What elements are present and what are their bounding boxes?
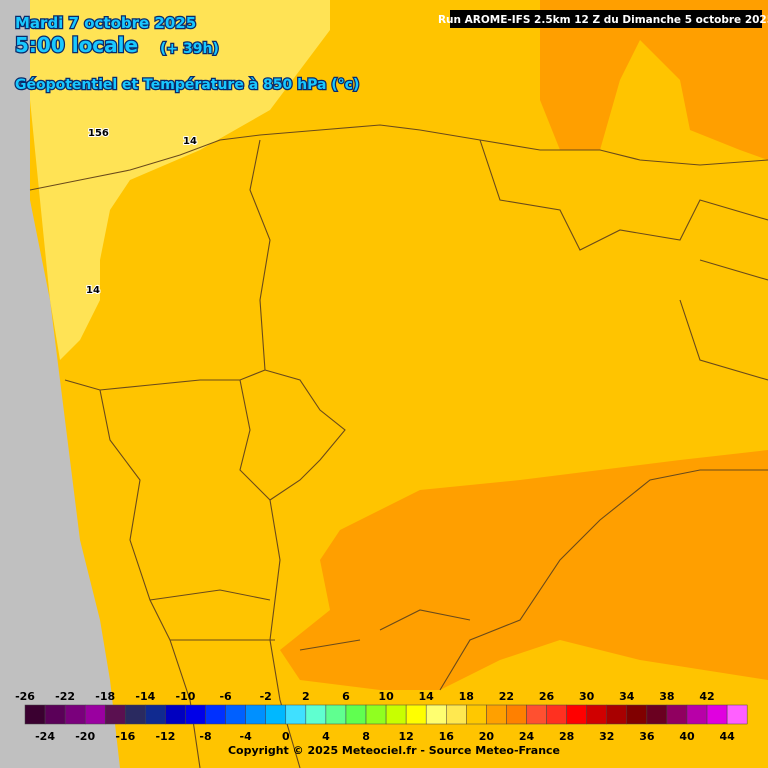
border bbox=[239, 379, 301, 768]
legend-label: 0 bbox=[282, 730, 290, 743]
legend-swatch bbox=[726, 704, 748, 725]
legend-label: -24 bbox=[35, 730, 55, 743]
border bbox=[149, 589, 275, 641]
contour-label: 14 bbox=[86, 285, 100, 296]
legend-swatch bbox=[145, 704, 166, 725]
date: Mardi 7 octobre 2025 bbox=[15, 14, 196, 32]
legend-label: 22 bbox=[499, 690, 514, 703]
run-box bbox=[450, 10, 762, 28]
legend-label: -8 bbox=[199, 730, 211, 743]
border bbox=[99, 389, 201, 768]
border bbox=[264, 369, 346, 501]
legend-swatch bbox=[24, 704, 46, 725]
legend-label: 14 bbox=[419, 690, 435, 703]
legend-swatch bbox=[666, 704, 688, 725]
legend-swatch bbox=[706, 704, 728, 725]
cool-area bbox=[0, 0, 330, 360]
legend-label: -12 bbox=[155, 730, 175, 743]
legend-label: 4 bbox=[322, 730, 330, 743]
border bbox=[64, 139, 271, 391]
legend-label: 28 bbox=[559, 730, 574, 743]
legend-swatch bbox=[526, 704, 547, 725]
legend-label: 42 bbox=[699, 690, 714, 703]
border bbox=[439, 469, 768, 691]
legend-swatch bbox=[405, 704, 427, 725]
legend-swatch bbox=[44, 704, 66, 725]
legend: -26-24-22-20-18-16-14-12-10-8-6-4-202468… bbox=[15, 690, 748, 743]
legend-swatch bbox=[285, 704, 307, 725]
legend-swatch bbox=[626, 704, 648, 725]
legend-label: 16 bbox=[439, 730, 455, 743]
legend-label: -22 bbox=[55, 690, 75, 703]
legend-label: 32 bbox=[599, 730, 614, 743]
legend-swatch bbox=[64, 704, 86, 725]
legend-label: 40 bbox=[679, 730, 695, 743]
legend-swatch bbox=[506, 704, 527, 725]
legend-label: 12 bbox=[398, 730, 413, 743]
legend-label: 38 bbox=[659, 690, 674, 703]
legend-swatch bbox=[425, 704, 447, 725]
legend-swatch bbox=[446, 704, 467, 725]
legend-label: 34 bbox=[619, 690, 635, 703]
legend-label: 20 bbox=[479, 730, 495, 743]
legend-swatch bbox=[466, 704, 487, 725]
legend-label: 30 bbox=[579, 690, 595, 703]
legend-label: -26 bbox=[15, 690, 35, 703]
legend-swatch bbox=[185, 704, 206, 725]
ocean bbox=[0, 0, 120, 768]
legend-label: -14 bbox=[135, 690, 155, 703]
legend-label: -4 bbox=[240, 730, 253, 743]
legend-label: -20 bbox=[75, 730, 95, 743]
time: 5:00 locale bbox=[15, 33, 138, 57]
legend-swatch bbox=[104, 704, 126, 725]
legend-swatch bbox=[125, 704, 146, 725]
legend-swatch bbox=[225, 704, 246, 725]
legend-swatch bbox=[265, 704, 287, 725]
legend-swatch bbox=[385, 704, 407, 725]
legend-swatch bbox=[646, 704, 668, 725]
warm-area bbox=[280, 450, 768, 690]
legend-swatch bbox=[325, 704, 347, 725]
legend-label: 24 bbox=[519, 730, 535, 743]
border bbox=[299, 609, 471, 651]
parameter: Géopotentiel et Température à 850 hPa (°… bbox=[15, 77, 359, 93]
legend-swatch bbox=[586, 704, 607, 725]
warm-area bbox=[540, 0, 768, 160]
legend-label: -10 bbox=[176, 690, 196, 703]
contour-label: 14 bbox=[183, 136, 197, 147]
legend-label: -18 bbox=[95, 690, 115, 703]
legend-swatch bbox=[305, 704, 327, 725]
legend-swatch bbox=[205, 704, 226, 725]
border bbox=[29, 124, 768, 191]
legend-label: 8 bbox=[362, 730, 370, 743]
legend-swatch bbox=[365, 704, 387, 725]
legend-swatch bbox=[546, 704, 567, 725]
legend-label: 6 bbox=[342, 690, 350, 703]
legend-label: 18 bbox=[459, 690, 474, 703]
legend-label: 44 bbox=[719, 730, 735, 743]
contour-label: 156 bbox=[88, 128, 109, 139]
legend-swatch bbox=[686, 704, 708, 725]
legend-label: 26 bbox=[539, 690, 555, 703]
legend-swatch bbox=[606, 704, 628, 725]
legend-swatch bbox=[84, 704, 106, 725]
legend-label: -16 bbox=[115, 730, 135, 743]
legend-swatch bbox=[566, 704, 587, 725]
copyright: Copyright © 2025 Meteociel.fr - Source M… bbox=[228, 744, 560, 757]
legend-label: -2 bbox=[260, 690, 272, 703]
legend-swatch bbox=[486, 704, 507, 725]
legend-label: 36 bbox=[639, 730, 655, 743]
legend-label: 2 bbox=[302, 690, 310, 703]
legend-label: -6 bbox=[219, 690, 232, 703]
border bbox=[479, 139, 768, 381]
legend-label: 10 bbox=[378, 690, 394, 703]
run-info: Run AROME-IFS 2.5km 12 Z du Dimanche 5 o… bbox=[438, 14, 768, 26]
legend-swatch bbox=[345, 704, 367, 725]
legend-swatch bbox=[165, 704, 186, 725]
lead-time: (+ 39h) bbox=[160, 41, 219, 57]
legend-swatch bbox=[245, 704, 266, 725]
